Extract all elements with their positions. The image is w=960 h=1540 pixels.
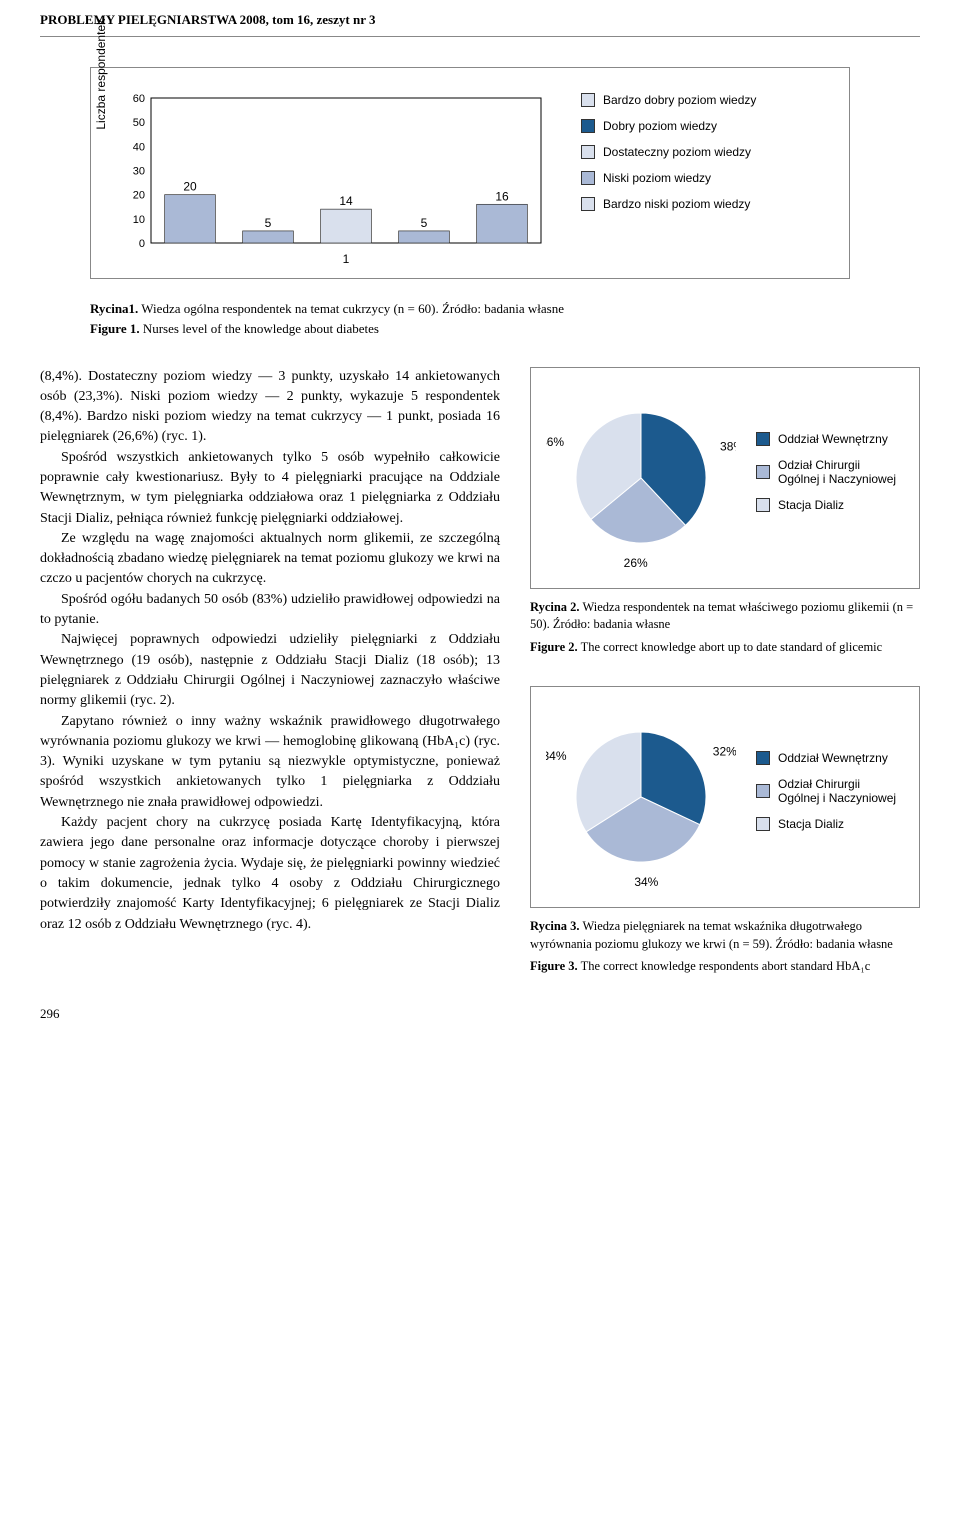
figure1-ylabel: Liczba respondentek xyxy=(94,19,108,130)
figure1-container: Liczba respondentek 01020304050602051451… xyxy=(90,67,850,279)
legend-swatch xyxy=(581,171,595,185)
svg-text:0: 0 xyxy=(139,238,145,250)
figure3-caption-en: Figure 3. The correct knowledge responde… xyxy=(530,958,920,976)
legend-swatch xyxy=(756,432,770,446)
figure1-legend: Bardzo dobry poziom wiedzy Dobry poziom w… xyxy=(581,88,756,268)
svg-text:26%: 26% xyxy=(624,555,648,569)
legend-swatch xyxy=(581,119,595,133)
svg-text:20: 20 xyxy=(133,190,145,202)
figure2-svg: 38% 26% 36% xyxy=(546,383,736,573)
figure3-legend: Oddział Wewnętrzny Odział Chirurgii Ogóln… xyxy=(756,751,904,843)
svg-text:34%: 34% xyxy=(634,875,658,889)
legend-label: Oddział Wewnętrzny xyxy=(778,751,888,765)
svg-text:38%: 38% xyxy=(720,439,736,453)
legend-swatch xyxy=(756,465,770,479)
legend-label: Dostateczny poziom wiedzy xyxy=(603,145,751,159)
legend-row: Bardzo niski poziom wiedzy xyxy=(581,197,756,211)
legend-label: Odział Chirurgii Ogólnej i Naczyniowej xyxy=(778,777,904,805)
body-p1: (8,4%). Dostateczny poziom wiedzy — 3 pu… xyxy=(40,367,500,448)
body-p6: Zapytano również o inny ważny wskaźnik p… xyxy=(40,712,500,813)
legend-row: Dostateczny poziom wiedzy xyxy=(581,145,756,159)
header-rule xyxy=(40,36,920,37)
legend-label: Oddział Wewnętrzny xyxy=(778,432,888,446)
svg-text:5: 5 xyxy=(421,216,428,230)
legend-row: Oddział Wewnętrzny xyxy=(756,432,904,446)
figure3-container: 32% 34% 34% Oddział Wewnętrzny Odział Chiru… xyxy=(530,686,920,908)
svg-text:10: 10 xyxy=(133,214,145,226)
svg-text:32%: 32% xyxy=(713,744,736,758)
figure3-caption-pl: Rycina 3. Wiedza pielęgniarek na temat w… xyxy=(530,918,920,953)
legend-swatch xyxy=(756,751,770,765)
legend-row: Stacja Dializ xyxy=(756,817,904,831)
body-p5: Najwięcej poprawnych odpowiedzi udzielił… xyxy=(40,630,500,711)
svg-text:20: 20 xyxy=(183,180,197,194)
legend-label: Stacja Dializ xyxy=(778,498,844,512)
svg-text:16: 16 xyxy=(495,189,509,203)
figure2-container: 38% 26% 36% Oddział Wewnętrzny Odział Chiru… xyxy=(530,367,920,589)
svg-text:60: 60 xyxy=(133,93,145,105)
legend-swatch xyxy=(756,817,770,831)
legend-label: Stacja Dializ xyxy=(778,817,844,831)
figure1-chart: Liczba respondentek 01020304050602051451… xyxy=(111,88,551,268)
legend-label: Odział Chirurgii Ogólnej i Naczyniowej xyxy=(778,458,904,486)
legend-row: Bardzo dobry poziom wiedzy xyxy=(581,93,756,107)
page-header: PROBLEMY PIELĘGNIARSTWA 2008, tom 16, ze… xyxy=(0,0,960,36)
figure2-caption-en: Figure 2. The correct knowledge abort up… xyxy=(530,639,920,657)
figure1-svg: 0 10 20 30 40 50 60 20 5 14 5 16 1 xyxy=(111,88,551,268)
svg-text:14: 14 xyxy=(339,194,353,208)
legend-label: Bardzo niski poziom wiedzy xyxy=(603,197,750,211)
svg-text:30: 30 xyxy=(133,166,145,178)
figure1-caption-pl: Rycina1. Wiedza ogólna respondentek na t… xyxy=(90,299,920,319)
body-p3: Ze względu na wagę znajomości aktualnych… xyxy=(40,529,500,590)
body-p2: Spośród wszystkich ankietowanych tylko 5… xyxy=(40,448,500,529)
header-text: PROBLEMY PIELĘGNIARSTWA 2008, tom 16, ze… xyxy=(40,12,375,27)
legend-row: Odział Chirurgii Ogólnej i Naczyniowej xyxy=(756,777,904,805)
legend-swatch xyxy=(581,197,595,211)
legend-swatch xyxy=(756,784,770,798)
figure2-legend: Oddział Wewnętrzny Odział Chirurgii Ogóln… xyxy=(756,432,904,524)
svg-text:5: 5 xyxy=(265,216,272,230)
legend-swatch xyxy=(581,93,595,107)
legend-row: Stacja Dializ xyxy=(756,498,904,512)
legend-label: Dobry poziom wiedzy xyxy=(603,119,717,133)
svg-text:36%: 36% xyxy=(546,434,564,448)
svg-text:50: 50 xyxy=(133,117,145,129)
legend-row: Niski poziom wiedzy xyxy=(581,171,756,185)
legend-label: Niski poziom wiedzy xyxy=(603,171,711,185)
body-p4: Spośród ogółu badanych 50 osób (83%) udz… xyxy=(40,590,500,631)
svg-text:1: 1 xyxy=(343,252,350,266)
svg-text:40: 40 xyxy=(133,141,145,153)
page-number: 296 xyxy=(40,1006,960,1022)
figure2-caption-pl: Rycina 2. Wiedza respondentek na temat w… xyxy=(530,599,920,634)
figure1-caption-en: Figure 1. Nurses level of the knowledge … xyxy=(90,321,920,337)
legend-row: Oddział Wewnętrzny xyxy=(756,751,904,765)
legend-swatch xyxy=(581,145,595,159)
legend-swatch xyxy=(756,498,770,512)
legend-row: Dobry poziom wiedzy xyxy=(581,119,756,133)
legend-row: Odział Chirurgii Ogólnej i Naczyniowej xyxy=(756,458,904,486)
body-text-column: (8,4%). Dostateczny poziom wiedzy — 3 pu… xyxy=(40,367,500,976)
body-p7: Każdy pacjent chory na cukrzycę posiada … xyxy=(40,813,500,935)
legend-label: Bardzo dobry poziom wiedzy xyxy=(603,93,756,107)
svg-text:34%: 34% xyxy=(546,749,567,763)
figure3-svg: 32% 34% 34% xyxy=(546,702,736,892)
